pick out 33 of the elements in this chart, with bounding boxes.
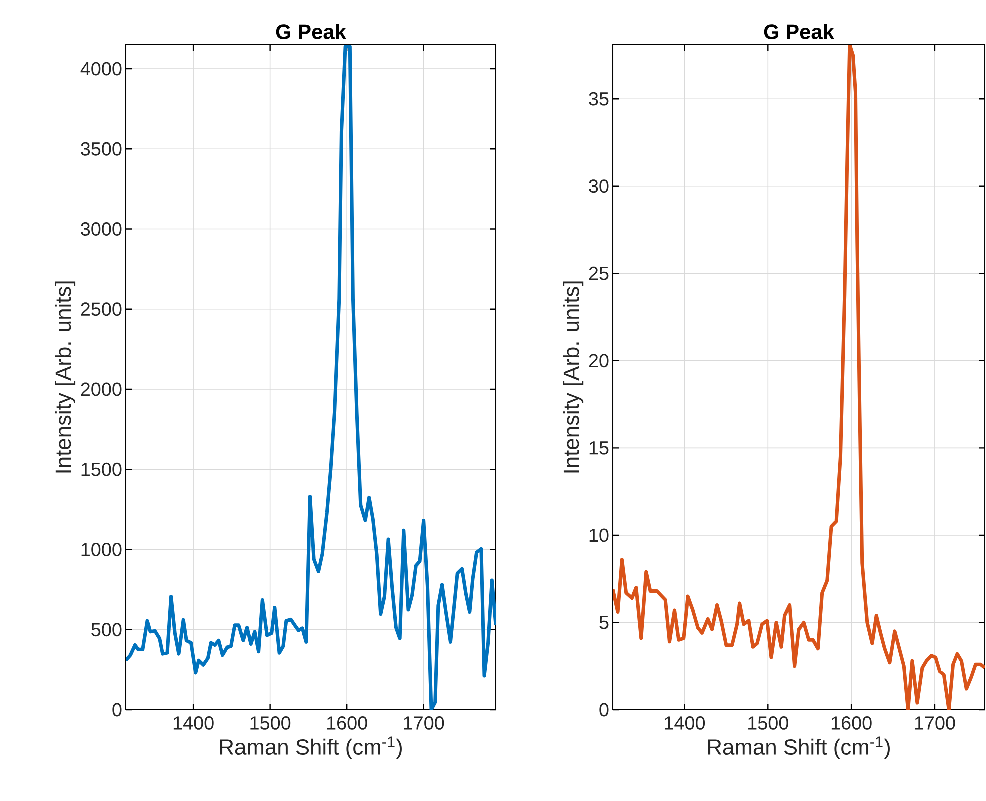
x-tick-label: 1600 — [832, 716, 872, 730]
y-tick-label: 500 — [92, 623, 122, 637]
y-tick-label: 10 — [590, 528, 609, 542]
y-tick-label: 0 — [112, 703, 122, 717]
y-tick-label: 2000 — [81, 382, 122, 396]
y-tick-label: 35 — [589, 92, 609, 106]
line-series — [126, 45, 496, 710]
x-tick-label: 1400 — [665, 716, 706, 730]
y-tick-label: 30 — [589, 180, 609, 194]
y-tick-label: 1000 — [82, 543, 122, 556]
y-tick-label: 20 — [589, 354, 609, 368]
x-tick-label: 1600 — [327, 716, 368, 730]
x-axis-title: Raman Shift (cm$^{-1}$) — [220, 736, 402, 760]
x-tick-label: 1700 — [915, 716, 956, 730]
x-tick-label: 1400 — [174, 716, 214, 730]
y-tick-label: 4000 — [80, 62, 122, 76]
y-tick-label: 1500 — [82, 462, 122, 476]
y-axis-title: Intensity [Arb. units] — [55, 282, 76, 473]
y-tick-label: 25 — [589, 266, 609, 280]
y-tick-label: 3000 — [81, 222, 122, 236]
line-series — [613, 44, 986, 710]
y-tick-label: 3500 — [81, 142, 122, 156]
y-tick-label: 0 — [600, 703, 609, 717]
chart-title: G Peak — [764, 24, 834, 40]
x-tick-label: 1500 — [250, 716, 291, 730]
x-tick-label: 1500 — [748, 716, 788, 730]
chart-title: G Peak — [276, 24, 346, 40]
x-axis-title: Raman Shift (cm$^{-1}$) — [708, 736, 890, 760]
y-tick-label: 2500 — [81, 302, 122, 316]
y-axis-title: Intensity [Arb. units] — [563, 282, 584, 473]
y-tick-label: 5 — [600, 616, 609, 630]
y-tick-label: 15 — [590, 442, 609, 455]
x-tick-label: 1700 — [404, 716, 444, 730]
